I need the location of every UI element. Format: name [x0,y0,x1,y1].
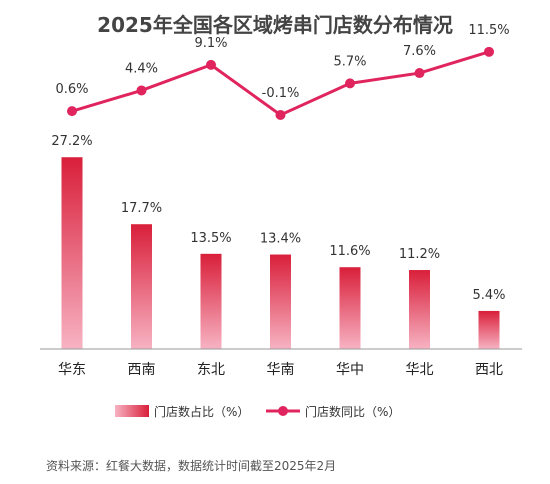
category-label: 华南 [267,362,295,378]
chart-title: 2025年全国各区域烤串门店数分布情况 [97,13,453,37]
bar-华南 [270,254,291,349]
legend-bar-swatch [115,405,149,417]
growth-point-华东 [67,106,77,117]
growth-point-华北 [414,68,425,79]
bar-value-label: 13.5% [190,231,231,246]
growth-value-label: 4.4% [125,61,158,76]
category-label: 西南 [128,362,156,378]
category-label: 东北 [197,362,225,378]
growth-point-西南 [136,85,147,96]
bar-华中 [339,267,361,349]
growth-value-label: 5.7% [333,54,366,69]
category-label: 华北 [406,362,434,378]
growth-value-label: 11.5% [468,23,509,38]
category-label: 西北 [475,362,503,378]
category-label: 华中 [336,362,364,378]
growth-value-label: 9.1% [194,36,227,51]
bar-华北 [409,270,430,349]
category-label: 华东 [58,362,86,378]
bar-value-label: 11.6% [329,244,370,259]
category-labels: 华东 西南 东北 华南 华中 华北 西北 [58,362,503,378]
legend-line-marker [278,406,288,416]
bar-value-label: 5.4% [472,288,505,303]
legend: 门店数占比（%） 门店数同比（%） [115,404,400,419]
bar-value-label: 27.2% [51,134,92,149]
bar-西南 [131,224,152,349]
source-note: 资料来源：红餐大数据，数据统计时间截至2025年2月 [46,458,336,473]
bar-series-layer: 27.2% 17.7% 13.5% 13.4% 11.6% 11.2% 5.4% [51,134,506,349]
growth-value-label: 7.6% [403,44,436,59]
growth-point-华南 [275,109,286,120]
growth-point-西北 [484,46,494,57]
bar-西北 [478,310,500,349]
growth-point-东北 [206,59,216,70]
legend-bar-label: 门店数占比（%） [154,404,249,419]
bar-value-label: 13.4% [260,232,301,247]
bar-华东 [61,157,83,349]
line-series-layer: 0.6% 4.4% 9.1% -0.1% 5.7% 7.6% 11.5% [55,23,510,120]
legend-line-label: 门店数同比（%） [305,404,400,419]
bar-东北 [200,253,222,349]
growth-value-label: 0.6% [55,82,88,97]
bar-value-label: 17.7% [121,201,162,216]
growth-value-label: -0.1% [262,86,300,101]
bar-value-label: 11.2% [399,247,440,262]
growth-point-华中 [345,78,355,89]
